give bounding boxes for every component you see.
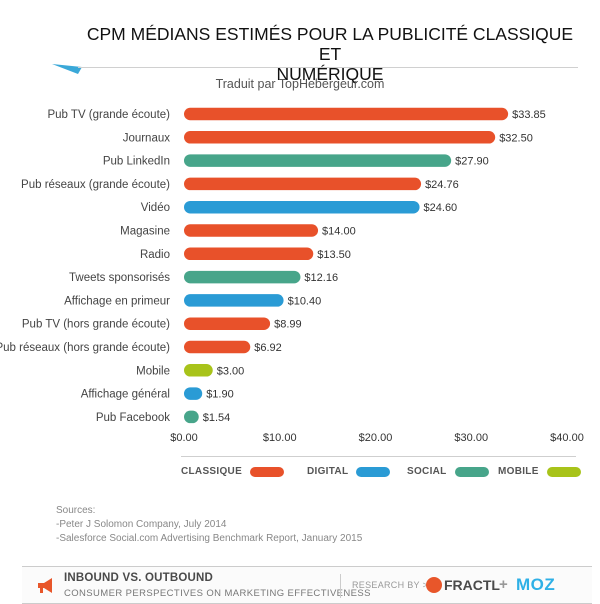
value-label: $1.90 (206, 389, 234, 401)
legend-swatch-mobile (546, 466, 581, 477)
value-label: $6.92 (254, 342, 282, 354)
plus-sign: + (499, 576, 508, 593)
bar (184, 364, 213, 377)
category-label: Mobile (136, 365, 170, 377)
category-label: Pub réseaux (grande écoute) (21, 179, 170, 191)
category-label: Magasine (120, 226, 170, 238)
category-label: Radio (140, 249, 170, 261)
category-label: Pub LinkedIn (103, 156, 170, 168)
sources: Sources: -Peter J Solomon Company, July … (56, 504, 362, 546)
chart-title: CPM MÉDIANS ESTIMÉS POUR LA PUBLICITÉ CL… (80, 24, 580, 84)
bar (184, 294, 284, 307)
bar (184, 107, 509, 121)
value-label: $13.50 (317, 249, 351, 261)
chart-title-line-2: NUMÉRIQUE (276, 64, 384, 84)
x-tick-label: $30.00 (454, 432, 488, 444)
legend-item-digital: DIGITAL (307, 466, 391, 477)
legend: CLASSIQUE DIGITAL SOCIAL MOBILE (181, 456, 581, 484)
category-label: Tweets sponsorisés (69, 272, 170, 284)
category-label: Journaux (123, 132, 171, 144)
x-tick-label: $10.00 (263, 432, 297, 444)
legend-swatch-social (454, 466, 489, 477)
fractl-logo-icon (426, 577, 442, 593)
bar (184, 270, 301, 284)
x-tick-label: $0.00 (170, 432, 198, 444)
category-label: Pub TV (hors grande écoute) (22, 319, 170, 331)
category-label: Pub réseaux (hors grande écoute) (0, 342, 170, 354)
bar (184, 177, 422, 191)
value-label: $33.85 (512, 109, 546, 121)
bar (184, 247, 314, 261)
header-rule (78, 67, 578, 68)
legend-item-social: SOCIAL (407, 466, 489, 477)
legend-label-classique: CLASSIQUE (181, 466, 243, 477)
value-label: $10.40 (288, 295, 322, 307)
bar (184, 224, 319, 237)
bar (184, 317, 271, 330)
value-label: $8.99 (274, 319, 302, 331)
footer-banner: INBOUND VS. OUTBOUND CONSUMER PERSPECTIV… (22, 566, 592, 604)
chart-title-line-1: CPM MÉDIANS ESTIMÉS POUR LA PUBLICITÉ CL… (86, 24, 574, 64)
value-label: $1.54 (203, 412, 231, 424)
megaphone-icon (38, 578, 52, 593)
research-by-label: RESEARCH BY > (352, 580, 429, 590)
bar (184, 131, 496, 144)
x-tick-label: $20.00 (359, 432, 393, 444)
source-item: -Peter J Solomon Company, July 2014 (56, 519, 227, 530)
legend-swatch-digital (356, 466, 391, 477)
value-label: $12.16 (304, 272, 338, 284)
value-label: $24.76 (425, 179, 459, 191)
accent-triangle (52, 64, 82, 74)
sources-heading: Sources: (56, 505, 96, 516)
bar (184, 200, 420, 214)
bar (184, 410, 199, 424)
legend-swatch-classique (250, 466, 285, 477)
category-label: Affichage général (81, 389, 170, 401)
legend-label-mobile: MOBILE (498, 466, 539, 477)
value-label: $27.90 (455, 156, 489, 168)
value-label: $32.50 (499, 132, 533, 144)
legend-label-digital: DIGITAL (307, 466, 349, 477)
value-label: $3.00 (217, 365, 245, 377)
bar (184, 340, 251, 354)
fractl-logo-text: FRACTL (444, 577, 500, 593)
bar-chart: Pub TV (grande écoute) $33.85 Journaux $32.… (0, 107, 584, 444)
footer-divider (340, 574, 341, 598)
legend-item-mobile: MOBILE (498, 466, 581, 477)
category-label: Pub Facebook (96, 412, 170, 424)
footer-title: INBOUND VS. OUTBOUND (64, 572, 214, 584)
value-label: $14.00 (322, 226, 356, 238)
bar (184, 154, 452, 167)
chart-subtitle: Traduit par TopHebergeur.com (215, 77, 385, 91)
footer-subtitle: CONSUMER PERSPECTIVES ON MARKETING EFFEC… (64, 588, 371, 599)
legend-label-social: SOCIAL (407, 466, 447, 477)
category-label: Pub TV (grande écoute) (47, 109, 170, 121)
legend-item-classique: CLASSIQUE (181, 466, 285, 477)
moz-logo-text: MOZ (516, 575, 556, 594)
bar (184, 387, 203, 400)
x-tick-label: $40.00 (550, 432, 584, 444)
category-label: Affichage en primeur (64, 295, 170, 307)
source-item: -Salesforce Social.com Advertising Bench… (56, 533, 363, 544)
category-label: Vidéo (141, 202, 170, 214)
value-label: $24.60 (424, 202, 458, 214)
